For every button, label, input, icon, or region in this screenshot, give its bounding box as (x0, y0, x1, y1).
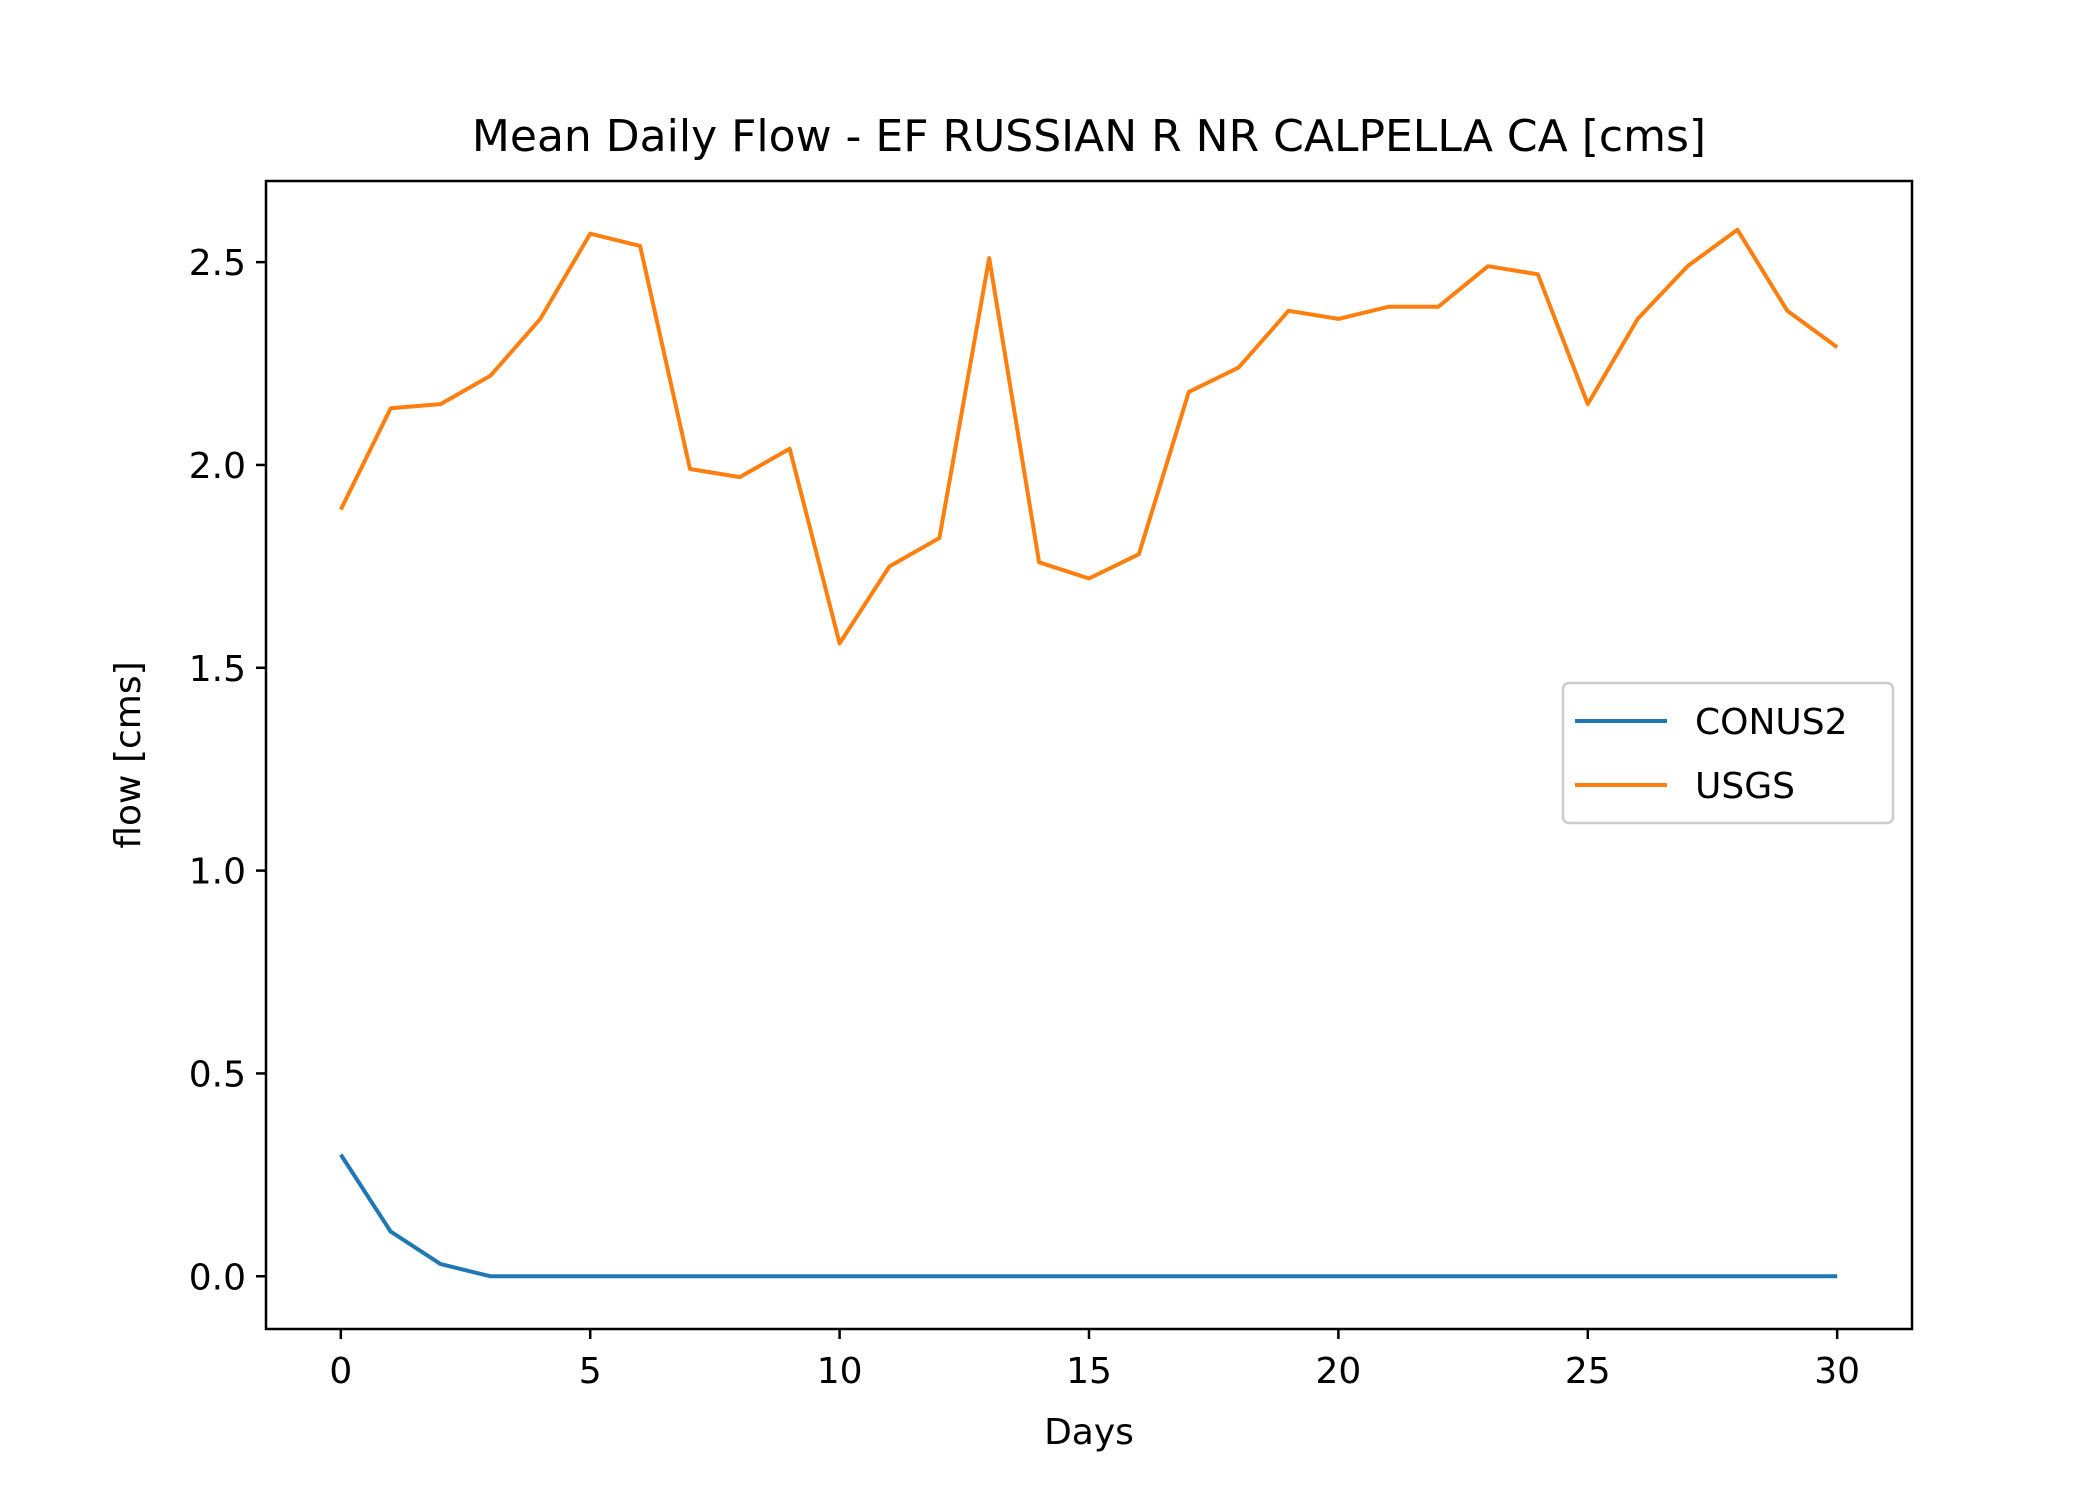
y-axis-label: flow [cms] (108, 661, 149, 848)
x-tick-label: 5 (579, 1351, 602, 1392)
x-tick-label: 15 (1066, 1351, 1112, 1392)
legend-label: USGS (1695, 766, 1795, 807)
legend: CONUS2 USGS (1561, 681, 1895, 825)
y-tick-label: 0.5 (189, 1054, 246, 1095)
legend-label: CONUS2 (1695, 702, 1848, 743)
y-tick-label: 0.0 (189, 1257, 246, 1298)
y-tick-label: 1.5 (189, 649, 246, 690)
x-tick-label: 25 (1565, 1351, 1611, 1392)
legend-box (1561, 681, 1895, 825)
plot-area (339, 227, 1839, 1279)
y-tick-label: 1.0 (189, 852, 246, 893)
x-tick-label: 0 (329, 1351, 352, 1392)
series-line-conus2 (339, 1153, 1838, 1279)
x-tick-label: 30 (1814, 1351, 1860, 1392)
series-line-usgs (339, 227, 1839, 646)
y-tick-label: 2.0 (189, 446, 246, 487)
chart-title: Mean Daily Flow - EF RUSSIAN R NR CALPEL… (472, 111, 1706, 162)
y-axis: 0.0 0.5 1.0 1.5 2.0 2.5 (189, 243, 266, 1298)
x-axis: 0 5 10 15 20 25 30 (329, 1329, 1860, 1392)
x-tick-label: 10 (817, 1351, 863, 1392)
y-tick-label: 2.5 (189, 243, 246, 284)
x-axis-label: Days (1044, 1412, 1134, 1453)
x-tick-label: 20 (1315, 1351, 1361, 1392)
